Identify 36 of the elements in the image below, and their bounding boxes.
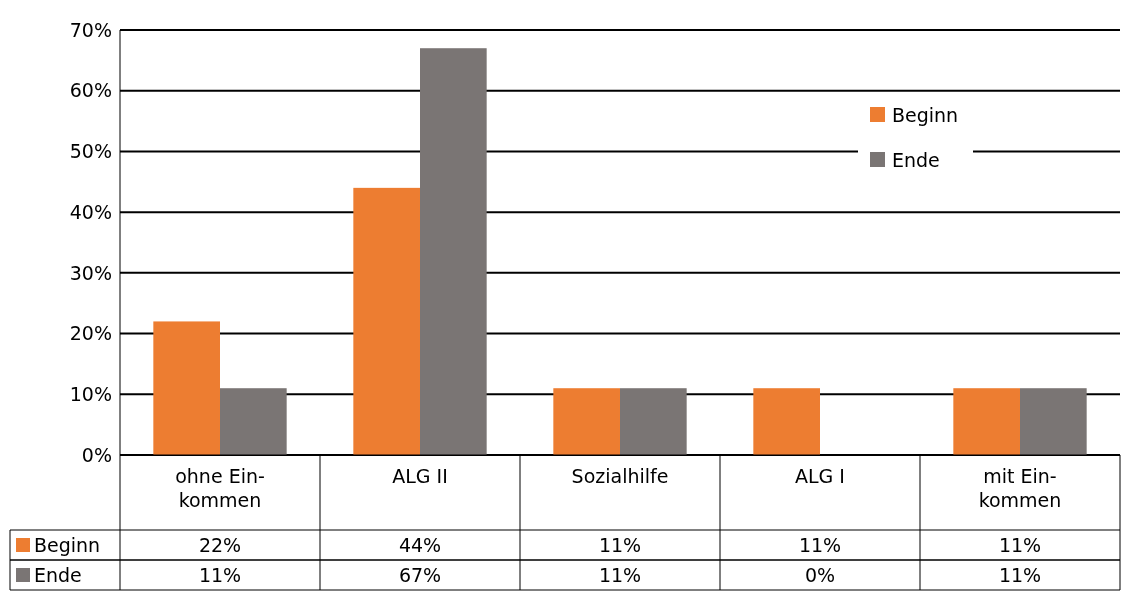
data-label: 44%: [398, 533, 442, 556]
x-tick-label: mit Ein-kommen: [978, 465, 1062, 511]
data-label: 11%: [798, 533, 842, 556]
bar: [953, 388, 1020, 455]
bar: [153, 321, 220, 455]
data-label: 67%: [398, 563, 442, 586]
data-label: 11%: [198, 563, 242, 586]
text: Beginn: [34, 533, 101, 556]
y-tick-label: 0%: [81, 443, 112, 466]
data-label: 22%: [198, 533, 242, 556]
data-label: 11%: [598, 533, 642, 556]
data-label: 11%: [998, 563, 1042, 586]
y-tick-label: 20%: [69, 322, 112, 345]
x-tick-label: ohne Ein-kommen: [175, 465, 265, 511]
bar: [353, 187, 420, 455]
y-tick-label: 40%: [69, 200, 112, 223]
y-tick-label: 50%: [69, 140, 112, 163]
x-tick-label: Sozialhilfe: [571, 465, 669, 487]
bar: [553, 388, 620, 455]
bar: [420, 48, 487, 455]
bar: [753, 388, 820, 455]
y-tick-label: 60%: [69, 79, 112, 102]
y-tick-label: 30%: [69, 261, 112, 284]
data-label: 0%: [804, 563, 836, 586]
x-tick-label: ALG I: [795, 465, 845, 487]
y-tick-label: 10%: [69, 382, 112, 405]
bar: [620, 388, 687, 455]
text: Ende: [34, 563, 82, 586]
y-tick-label: 70%: [69, 18, 112, 41]
bar: [1020, 388, 1087, 455]
data-label: 11%: [598, 563, 642, 586]
x-tick-label: ALG II: [392, 465, 448, 487]
legend-label: Ende: [892, 148, 940, 171]
legend-label: Beginn: [892, 103, 959, 126]
data-label: 11%: [998, 533, 1042, 556]
bar: [220, 388, 287, 455]
